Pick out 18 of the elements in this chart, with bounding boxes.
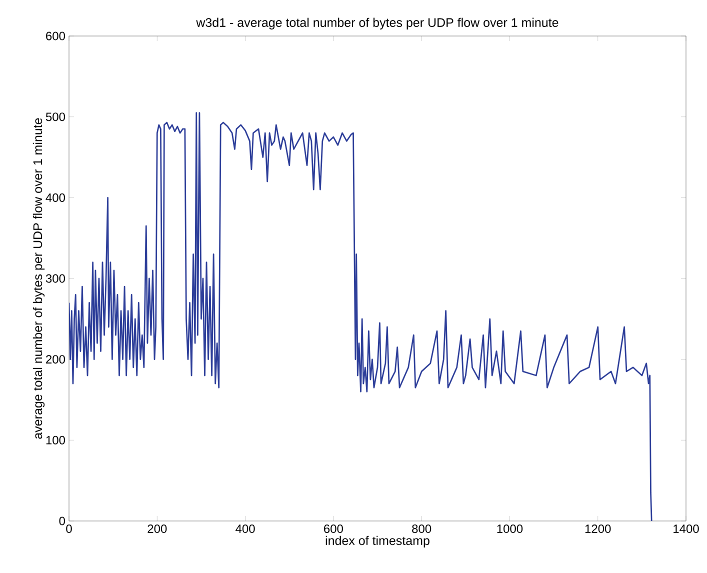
x-tick-label: 1000 [497,524,523,534]
y-tick-label: 600 [46,32,66,40]
y-axis-title: average total number of bytes per UDP flow over 1 minute [32,118,45,439]
x-axis-title: index of timestamp [326,536,430,548]
x-tick-label: 0 [66,524,72,534]
x-tick-label: 1200 [585,524,611,534]
x-tick-label: 200 [148,524,167,534]
x-tick-label: 400 [236,524,255,534]
x-tick-label: 600 [324,524,343,534]
chart-title: w3d1 - average total number of bytes per UDP flow over 1 minute [196,18,558,30]
y-tick-label: 200 [46,355,66,364]
x-tick-label: 1400 [674,524,699,534]
y-tick-label: 400 [46,193,66,202]
y-tick-label: 300 [46,274,66,283]
x-tick-label: 800 [412,524,432,534]
y-tick-label: 0 [59,516,66,526]
y-tick-label: 100 [46,436,66,444]
y-tick-label: 500 [46,112,66,122]
